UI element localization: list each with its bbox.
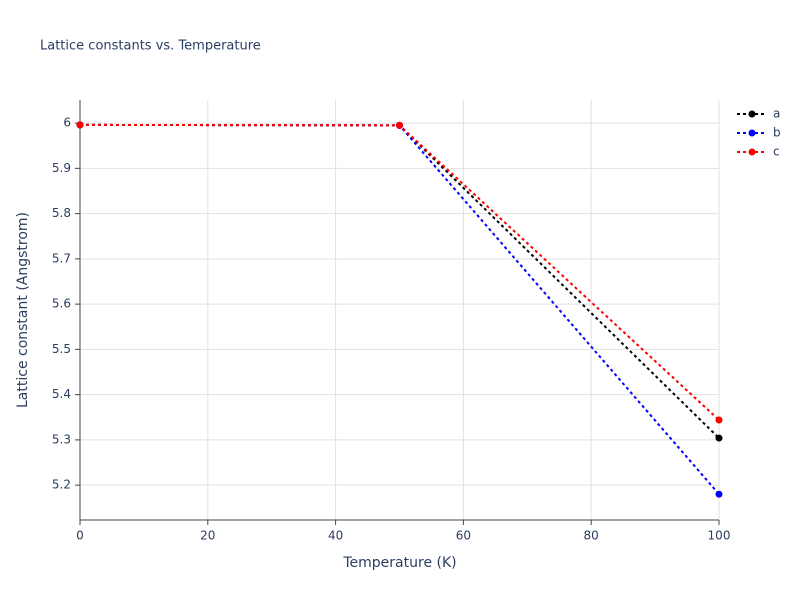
x-tick-label: 20 bbox=[200, 529, 215, 543]
y-tick-label: 5.3 bbox=[52, 432, 71, 446]
y-tick-label: 5.5 bbox=[52, 342, 71, 356]
y-tick-label: 5.2 bbox=[52, 478, 71, 492]
x-tick-label: 80 bbox=[584, 529, 599, 543]
y-tick-label: 6 bbox=[63, 116, 71, 130]
chart-title: Lattice constants vs. Temperature bbox=[40, 39, 261, 54]
y-tick-label: 5.9 bbox=[52, 161, 71, 175]
data-point bbox=[715, 490, 723, 498]
legend-label: b bbox=[773, 126, 781, 140]
y-axis-title: Lattice constant (Angstrom) bbox=[15, 212, 31, 408]
legend-marker bbox=[748, 129, 756, 137]
y-tick-label: 5.7 bbox=[52, 251, 71, 265]
x-axis-title: Temperature (K) bbox=[342, 555, 456, 571]
y-tick-label: 5.4 bbox=[52, 387, 71, 401]
x-tick-label: 100 bbox=[708, 529, 731, 543]
legend-marker bbox=[748, 110, 756, 118]
y-tick-label: 5.8 bbox=[52, 206, 71, 220]
legend-label: c bbox=[773, 145, 780, 159]
data-point bbox=[396, 121, 403, 129]
legend-label: a bbox=[773, 107, 780, 121]
x-tick-label: 0 bbox=[76, 529, 84, 543]
legend-marker bbox=[748, 148, 756, 156]
x-tick-label: 60 bbox=[456, 529, 471, 543]
data-point bbox=[715, 434, 723, 442]
y-tick-label: 5.6 bbox=[52, 297, 71, 311]
x-tick-label: 40 bbox=[328, 529, 343, 543]
data-point bbox=[76, 121, 84, 129]
data-point bbox=[715, 416, 723, 424]
